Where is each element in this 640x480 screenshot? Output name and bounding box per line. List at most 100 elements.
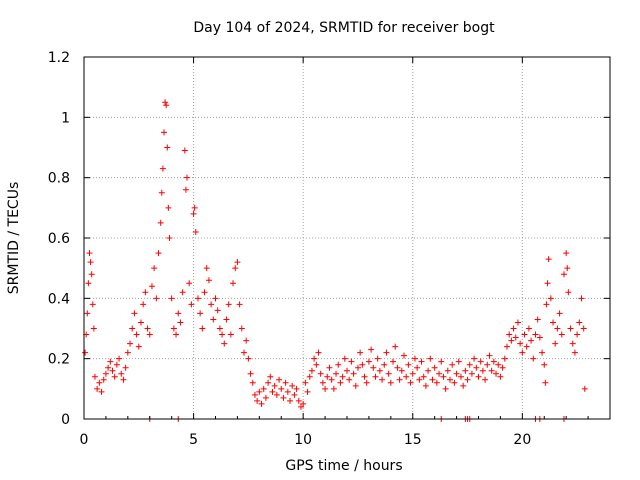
data-point (164, 144, 171, 151)
data-point (177, 319, 184, 326)
data-point (357, 349, 364, 356)
data-point (501, 355, 508, 362)
data-point (273, 391, 280, 398)
data-point (208, 301, 215, 308)
data-point (420, 373, 427, 380)
data-point (254, 397, 261, 404)
data-point (293, 385, 300, 392)
data-point (569, 340, 576, 347)
data-point (113, 361, 120, 368)
data-point (519, 349, 526, 356)
x-tick-label: 0 (80, 432, 89, 448)
data-point (324, 373, 331, 380)
data-point (205, 277, 212, 284)
axis-ticks (83, 56, 610, 420)
y-tick-label: 0.2 (48, 352, 70, 368)
data-point (576, 319, 583, 326)
y-tick-label: 0 (61, 412, 70, 428)
data-point (236, 301, 243, 308)
data-point (124, 349, 131, 356)
data-point (460, 382, 467, 389)
data-point (260, 385, 267, 392)
data-point (232, 265, 239, 272)
data-point (203, 265, 210, 272)
data-point (398, 367, 405, 374)
grid-lines (84, 57, 610, 419)
data-point (300, 400, 307, 407)
data-point (135, 343, 142, 350)
data-point (306, 373, 313, 380)
data-point (442, 385, 449, 392)
data-point (497, 373, 504, 380)
data-point (251, 391, 258, 398)
data-point (157, 219, 164, 226)
data-point (581, 385, 588, 392)
data-point (278, 385, 285, 392)
data-point (330, 385, 337, 392)
data-point (490, 358, 497, 365)
data-point (116, 355, 123, 362)
data-point (374, 355, 381, 362)
data-point (506, 331, 513, 338)
data-point (308, 367, 315, 374)
data-point (554, 325, 561, 332)
data-point (287, 397, 294, 404)
data-point (223, 316, 230, 323)
data-point (563, 250, 570, 257)
data-point (381, 361, 388, 368)
data-point (414, 364, 421, 371)
data-point (400, 352, 407, 359)
data-point (88, 271, 95, 278)
data-point (85, 280, 92, 287)
data-point (302, 379, 309, 386)
data-point (565, 289, 572, 296)
data-point (466, 361, 473, 368)
data-point (181, 147, 188, 154)
y-tick-label: 0.4 (48, 291, 70, 307)
data-point (488, 367, 495, 374)
data-point (201, 289, 208, 296)
data-point (265, 379, 272, 386)
data-point (179, 289, 186, 296)
data-point (82, 349, 89, 356)
data-point (258, 400, 265, 407)
data-point (543, 301, 550, 308)
data-point (517, 340, 524, 347)
data-point (422, 382, 429, 389)
data-point (580, 325, 587, 332)
data-point (370, 364, 377, 371)
data-point (102, 370, 109, 377)
data-point (486, 352, 493, 359)
data-point (240, 349, 247, 356)
data-point (341, 355, 348, 362)
data-point (168, 295, 175, 302)
data-point (550, 319, 557, 326)
data-point (86, 250, 93, 257)
data-point (151, 265, 158, 272)
data-point (333, 370, 340, 377)
data-point (530, 355, 537, 362)
data-point (534, 316, 541, 323)
data-point (425, 367, 432, 374)
data-point (84, 310, 91, 317)
data-point (194, 295, 201, 302)
data-point (140, 301, 147, 308)
data-point (567, 325, 574, 332)
data-point (387, 379, 394, 386)
data-point (484, 361, 491, 368)
data-point (376, 367, 383, 374)
data-point (407, 379, 414, 386)
data-point (429, 376, 436, 383)
data-point (322, 385, 329, 392)
data-point (438, 358, 445, 365)
data-point (282, 379, 289, 386)
data-point (536, 334, 543, 341)
data-point (197, 310, 204, 317)
data-point (449, 361, 456, 368)
data-point (186, 280, 193, 287)
data-point (137, 319, 144, 326)
data-point (578, 295, 585, 302)
data-point (159, 165, 166, 172)
data-point (433, 379, 440, 386)
